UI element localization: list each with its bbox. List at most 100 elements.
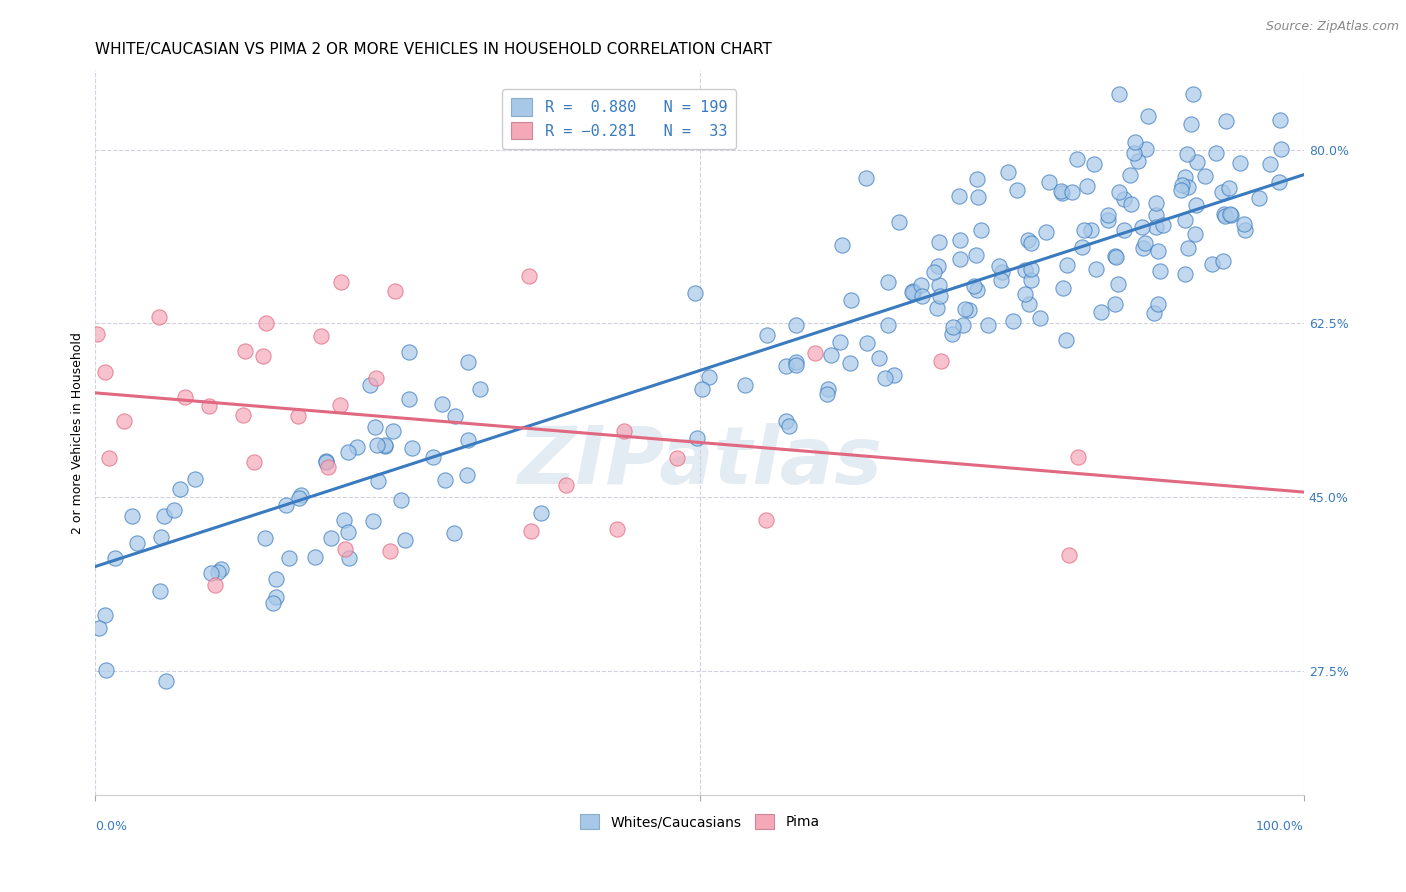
Text: WHITE/CAUCASIAN VS PIMA 2 OR MORE VEHICLES IN HOUSEHOLD CORRELATION CHART: WHITE/CAUCASIAN VS PIMA 2 OR MORE VEHICL… — [96, 42, 772, 57]
Point — [1260, 157, 1282, 171]
Point — [1126, 153, 1149, 168]
Point — [613, 425, 636, 439]
Point — [910, 277, 932, 292]
Point — [430, 397, 453, 411]
Point — [315, 454, 337, 468]
Point — [315, 455, 337, 469]
Point — [1146, 297, 1168, 311]
Point — [1177, 180, 1199, 194]
Point — [87, 621, 110, 635]
Point — [1123, 146, 1146, 161]
Point — [952, 318, 974, 332]
Point — [839, 293, 862, 307]
Point — [1067, 450, 1090, 465]
Text: Source: ZipAtlas.com: Source: ZipAtlas.com — [1265, 20, 1399, 33]
Point — [1135, 235, 1157, 250]
Point — [252, 350, 274, 364]
Point — [443, 526, 465, 541]
Point — [966, 283, 988, 297]
Point — [665, 451, 688, 466]
Point — [288, 491, 311, 505]
Point — [98, 450, 121, 465]
Point — [254, 316, 277, 330]
Point — [991, 265, 1014, 279]
Point — [232, 408, 254, 422]
Point — [1076, 179, 1098, 194]
Point — [554, 478, 576, 492]
Point — [1229, 156, 1251, 170]
Point — [468, 383, 491, 397]
Point — [155, 673, 177, 688]
Point — [264, 572, 287, 586]
Point — [422, 450, 444, 464]
Point — [685, 285, 707, 300]
Point — [1014, 287, 1036, 301]
Point — [927, 301, 949, 315]
Point — [262, 596, 284, 610]
Point — [1219, 207, 1241, 221]
Point — [1119, 168, 1142, 182]
Point — [875, 371, 897, 385]
Point — [290, 488, 312, 502]
Point — [957, 302, 980, 317]
Point — [1170, 183, 1192, 197]
Point — [112, 414, 135, 428]
Point — [1144, 219, 1167, 234]
Point — [1149, 263, 1171, 277]
Point — [1090, 305, 1112, 319]
Point — [831, 238, 853, 252]
Point — [690, 382, 713, 396]
Point — [378, 544, 401, 558]
Point — [304, 549, 326, 564]
Point — [817, 382, 839, 396]
Point — [174, 390, 197, 404]
Point — [820, 348, 842, 362]
Point — [316, 460, 339, 475]
Point — [336, 525, 359, 540]
Point — [785, 318, 807, 333]
Point — [333, 513, 356, 527]
Point — [1213, 207, 1236, 221]
Point — [457, 433, 479, 447]
Point — [1052, 281, 1074, 295]
Point — [398, 345, 420, 359]
Point — [970, 222, 993, 236]
Point — [364, 370, 387, 384]
Point — [184, 472, 207, 486]
Point — [1019, 261, 1042, 276]
Point — [1144, 195, 1167, 210]
Point — [815, 387, 838, 401]
Point — [209, 562, 232, 576]
Point — [163, 502, 186, 516]
Point — [1130, 219, 1153, 234]
Point — [1268, 113, 1291, 128]
Point — [94, 365, 117, 379]
Point — [266, 590, 288, 604]
Point — [456, 467, 478, 482]
Point — [901, 286, 924, 301]
Point — [966, 190, 988, 204]
Point — [1038, 175, 1060, 189]
Point — [381, 424, 404, 438]
Point — [953, 302, 976, 317]
Point — [1201, 257, 1223, 271]
Point — [1073, 223, 1095, 237]
Point — [1136, 109, 1159, 123]
Point — [86, 326, 108, 341]
Point — [274, 498, 297, 512]
Point — [911, 288, 934, 302]
Point — [929, 288, 952, 302]
Y-axis label: 2 or more Vehicles in Household: 2 or more Vehicles in Household — [72, 332, 84, 533]
Point — [785, 355, 807, 369]
Point — [1035, 225, 1057, 239]
Point — [877, 275, 900, 289]
Point — [1174, 267, 1197, 281]
Point — [121, 508, 143, 523]
Point — [1018, 296, 1040, 310]
Point — [1097, 212, 1119, 227]
Point — [1211, 254, 1233, 268]
Point — [394, 533, 416, 547]
Point — [1184, 227, 1206, 242]
Text: 0.0%: 0.0% — [96, 820, 128, 832]
Point — [928, 277, 950, 292]
